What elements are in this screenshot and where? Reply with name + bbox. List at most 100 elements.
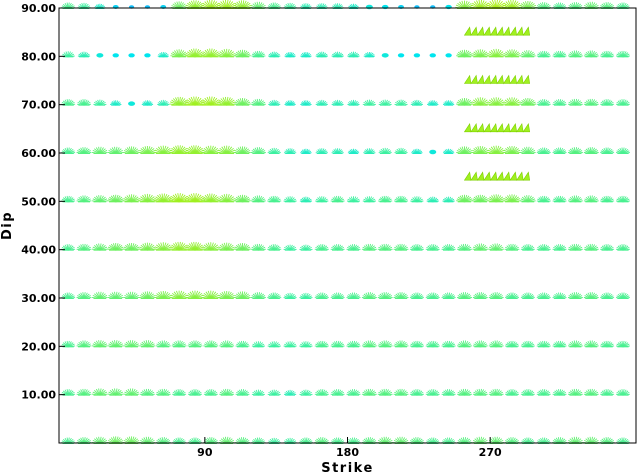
- mechanism-glyph: [413, 53, 421, 58]
- mechanism-glyph: [411, 148, 423, 154]
- x-axis-title: Strike: [321, 461, 374, 476]
- mechanism-glyph: [217, 193, 236, 203]
- mechanism-glyph: [615, 147, 630, 154]
- highlight-row: [463, 123, 531, 133]
- mechanism-glyph: [377, 243, 393, 251]
- mechanism-glyph: [615, 340, 630, 348]
- mechanism-glyph: [299, 196, 313, 203]
- mechanism-glyph: [583, 50, 599, 58]
- mechanism-glyph: [583, 388, 599, 396]
- mechanism-glyph: [442, 100, 455, 106]
- mechanism-glyph: [567, 50, 583, 58]
- mechanism-glyph: [457, 388, 472, 396]
- mechanism-glyph: [583, 195, 599, 203]
- mechanism-glyph: [567, 98, 583, 106]
- mechanism-glyph: [201, 193, 221, 203]
- mechanism-glyph: [300, 148, 312, 154]
- mechanism-glyph: [397, 53, 405, 58]
- mechanism-glyph: [615, 244, 630, 251]
- mechanism-glyph: [283, 389, 297, 396]
- mechanism-glyph: [567, 436, 584, 444]
- mechanism-glyph: [583, 436, 600, 444]
- mechanism-glyph: [346, 340, 361, 348]
- mechanism-glyph: [139, 388, 155, 396]
- mechanism-glyph: [138, 145, 157, 154]
- mechanism-glyph: [217, 48, 236, 58]
- highlight-row: [463, 74, 531, 85]
- mechanism-glyph: [267, 147, 281, 154]
- mechanism-glyph: [250, 1, 267, 9]
- mechanism-glyph: [234, 194, 251, 203]
- mechanism-glyph: [505, 340, 520, 348]
- mechanism-glyph: [128, 101, 136, 106]
- mechanism-glyph: [314, 389, 329, 396]
- mechanism-glyph: [536, 340, 551, 348]
- mechanism-glyph: [235, 389, 250, 396]
- y-tick-label: 20.00: [21, 340, 56, 353]
- mechanism-glyph: [107, 388, 124, 396]
- mechanism-glyph: [76, 388, 92, 396]
- mechanism-glyph: [361, 292, 377, 299]
- mechanism-glyph: [284, 51, 296, 58]
- mechanism-glyph: [393, 340, 409, 348]
- mechanism-glyph: [567, 340, 583, 348]
- mechanism-glyph: [201, 48, 221, 58]
- mechanism-glyph: [107, 340, 124, 348]
- mechanism-glyph: [472, 340, 488, 348]
- x-axis-ticks: 90 180 270: [197, 437, 502, 459]
- mechanism-glyph: [409, 340, 424, 348]
- mechanism-glyph: [393, 388, 409, 396]
- plot-frame: [58, 7, 637, 444]
- mechanism-glyph: [299, 244, 313, 251]
- mechanism-glyph: [267, 341, 281, 348]
- mechanism-glyph: [600, 292, 615, 299]
- mechanism-glyph: [346, 244, 361, 251]
- mechanism-glyph: [139, 340, 156, 348]
- mechanism-glyph: [155, 388, 171, 396]
- mechanism-glyph: [600, 147, 615, 154]
- mechanism-glyph: [457, 243, 472, 251]
- mechanism-glyph: [536, 50, 551, 58]
- mechanism-glyph: [457, 292, 472, 299]
- mechanism-glyph: [315, 99, 328, 106]
- mechanism-glyph: [536, 292, 551, 299]
- mechanism-glyph: [347, 148, 360, 154]
- mechanism-glyph: [600, 340, 615, 348]
- mechanism-glyph: [347, 99, 360, 106]
- mechanism-glyph: [300, 51, 312, 58]
- mechanism-glyph: [583, 1, 600, 9]
- mechanism-glyph: [471, 145, 490, 154]
- mechanism-glyph: [201, 242, 221, 251]
- mechanism-glyph: [123, 291, 140, 299]
- mechanism-glyph: [315, 148, 328, 154]
- mechanism-glyph: [283, 292, 297, 299]
- mechanism-glyph: [520, 340, 535, 348]
- mechanism-glyph: [347, 51, 360, 58]
- mechanism-glyph: [267, 389, 281, 396]
- mechanism-glyph: [314, 292, 329, 299]
- mechanism-glyph: [169, 290, 189, 299]
- y-tick-label: 50.00: [21, 195, 56, 208]
- mechanism-glyph: [268, 51, 281, 58]
- mechanism-glyph: [362, 99, 376, 106]
- mechanism-glyph: [203, 340, 219, 348]
- mechanism-glyph: [501, 0, 523, 9]
- mechanism-glyph: [488, 340, 504, 348]
- mechanism-glyph: [284, 100, 296, 106]
- mechanism-glyph: [427, 100, 439, 106]
- mechanism-glyph: [410, 99, 424, 106]
- mechanism-glyph: [425, 292, 440, 299]
- mechanism-glyph: [77, 99, 92, 106]
- mechanism-glyph: [583, 292, 599, 299]
- mechanism-glyph: [250, 147, 266, 154]
- mechanism-glyph: [615, 389, 630, 396]
- mechanism-glyph: [61, 292, 76, 299]
- mechanism-glyph: [107, 291, 124, 299]
- mechanism-glyph: [520, 389, 535, 396]
- mechanism-glyph: [330, 195, 345, 203]
- mechanism-glyph: [425, 340, 440, 348]
- mechanism-glyph: [110, 100, 122, 106]
- mechanism-glyph: [486, 145, 506, 154]
- mechanism-glyph: [567, 147, 583, 154]
- mechanism-glyph: [472, 388, 488, 396]
